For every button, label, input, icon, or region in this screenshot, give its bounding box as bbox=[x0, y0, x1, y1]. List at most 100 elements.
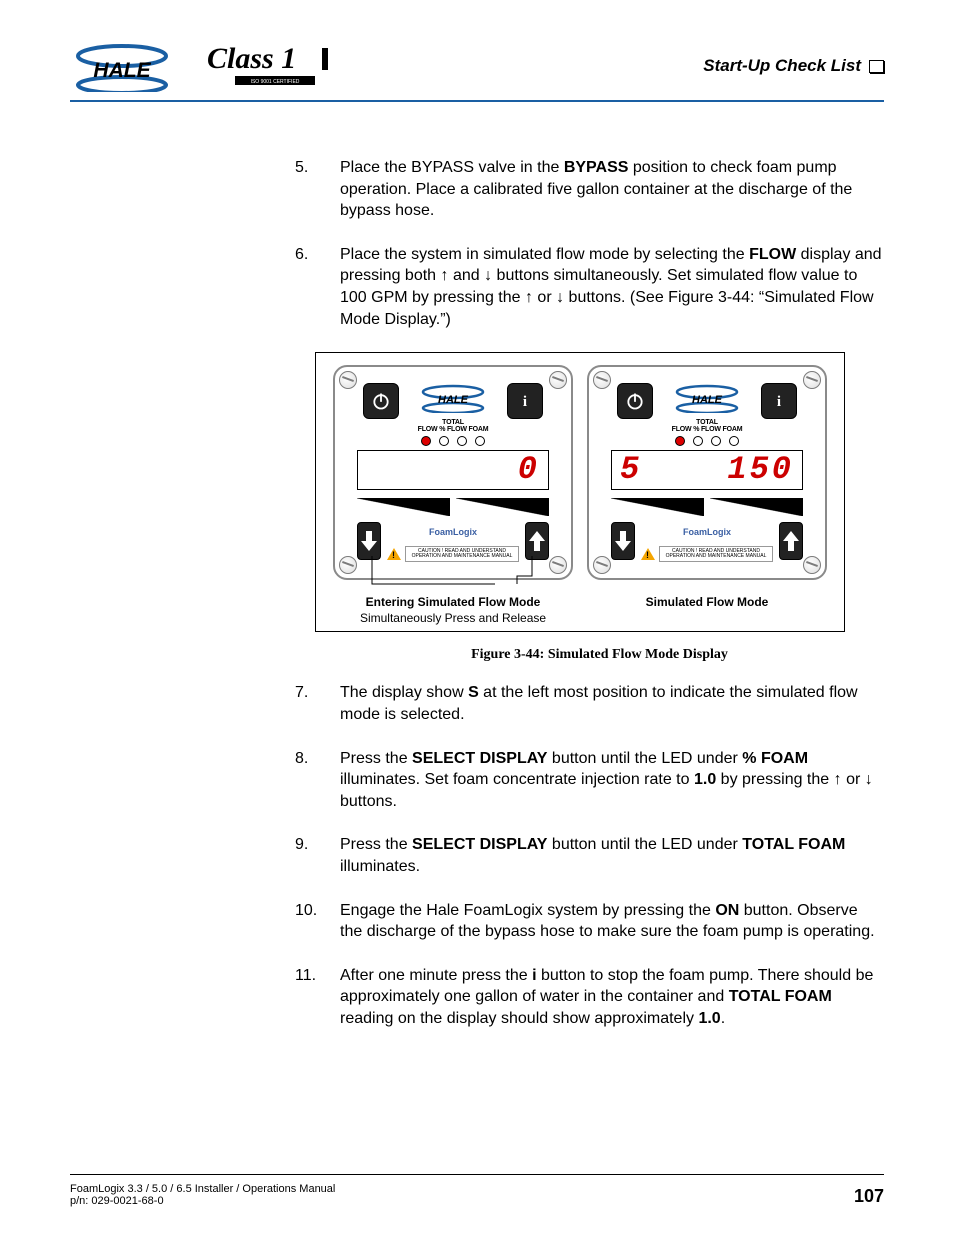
foamlogix-label: FoamLogix bbox=[641, 526, 773, 538]
svg-text:i: i bbox=[523, 394, 527, 410]
step-7: 7. The display show S at the left most p… bbox=[295, 682, 884, 725]
figure-3-44: HALE i TOTAL FLOW % FLOW FOAM bbox=[315, 352, 884, 664]
lcd-display: 5 150 bbox=[611, 450, 803, 490]
step-number: 10. bbox=[295, 900, 340, 943]
foamlogix-label: FoamLogix bbox=[387, 526, 519, 538]
led-flow bbox=[675, 436, 685, 446]
step-5: 5. Place the BYPASS valve in the BYPASS … bbox=[295, 157, 884, 222]
led-pct bbox=[693, 436, 703, 446]
screw-icon bbox=[339, 371, 357, 389]
panel-caption-2: Simulated Flow Mode bbox=[587, 594, 827, 610]
step-text: Press the SELECT DISPLAY button until th… bbox=[340, 834, 884, 877]
led-flow bbox=[421, 436, 431, 446]
lcd-s: 5 bbox=[620, 448, 642, 491]
class1-logo: Class 1 ISO 9001 CERTIFIED bbox=[205, 44, 335, 89]
bottom-row: FoamLogix CAUTION ! READ AND UNDERSTAND … bbox=[611, 522, 803, 563]
down-arrow-icon: ↓ bbox=[865, 771, 873, 788]
callout-lines bbox=[335, 548, 555, 604]
header-title-text: Start-Up Check List bbox=[703, 56, 861, 76]
power-button[interactable] bbox=[363, 383, 399, 419]
header-rule bbox=[70, 100, 884, 102]
step-text: Place the system in simulated flow mode … bbox=[340, 244, 884, 330]
step-9: 9. Press the SELECT DISPLAY button until… bbox=[295, 834, 884, 877]
mid-col: FoamLogix CAUTION ! READ AND UNDERSTAND … bbox=[635, 522, 779, 563]
led-total-flow bbox=[457, 436, 467, 446]
up-arrow-icon: ↑ bbox=[441, 267, 449, 284]
down-arrow-icon: ↓ bbox=[556, 289, 564, 306]
step-8: 8. Press the SELECT DISPLAY button until… bbox=[295, 748, 884, 813]
led-row bbox=[347, 436, 559, 446]
step-text: Press the SELECT DISPLAY button until th… bbox=[340, 748, 884, 813]
checkbox-icon bbox=[869, 60, 884, 73]
footer-line2: p/n: 029-0021-68-0 bbox=[70, 1195, 335, 1207]
svg-text:Class 1: Class 1 bbox=[207, 44, 296, 75]
step-number: 8. bbox=[295, 748, 340, 813]
svg-text:HALE: HALE bbox=[692, 394, 723, 406]
panel-top-row: HALE i bbox=[363, 383, 543, 420]
screw-icon bbox=[549, 371, 567, 389]
step-text: Place the BYPASS valve in the BYPASS pos… bbox=[340, 157, 884, 222]
screw-icon bbox=[593, 556, 611, 574]
up-button[interactable] bbox=[779, 522, 803, 560]
panel-left-wrap: HALE i TOTAL FLOW % FLOW FOAM bbox=[333, 365, 573, 626]
warning-row: CAUTION ! READ AND UNDERSTAND OPERATION … bbox=[641, 546, 773, 563]
page: HALE Class 1 ISO 9001 CERTIFIED Start-Up… bbox=[0, 0, 954, 1235]
footer-left: FoamLogix 3.3 / 5.0 / 6.5 Installer / Op… bbox=[70, 1183, 335, 1207]
up-arrow-icon: ↑ bbox=[525, 289, 533, 306]
warning-text: CAUTION ! READ AND UNDERSTAND OPERATION … bbox=[659, 546, 773, 563]
slope-graphic bbox=[357, 494, 549, 516]
header-title: Start-Up Check List bbox=[703, 56, 884, 76]
hale-mini-logo: HALE bbox=[667, 383, 747, 420]
led-foam bbox=[729, 436, 739, 446]
led-foam bbox=[475, 436, 485, 446]
step-number: 5. bbox=[295, 157, 340, 222]
svg-text:i: i bbox=[777, 394, 781, 410]
svg-text:HALE: HALE bbox=[93, 59, 151, 82]
content-body: 5. Place the BYPASS valve in the BYPASS … bbox=[295, 157, 884, 1030]
footer-line1: FoamLogix 3.3 / 5.0 / 6.5 Installer / Op… bbox=[70, 1183, 335, 1195]
mode-labels: FLOW % FLOW FOAM bbox=[347, 425, 559, 434]
info-button[interactable]: i bbox=[507, 383, 543, 419]
figure-box: HALE i TOTAL FLOW % FLOW FOAM bbox=[315, 352, 845, 631]
page-footer: FoamLogix 3.3 / 5.0 / 6.5 Installer / Op… bbox=[70, 1183, 884, 1207]
step-text: Engage the Hale FoamLogix system by pres… bbox=[340, 900, 884, 943]
page-header: HALE Class 1 ISO 9001 CERTIFIED Start-Up… bbox=[70, 40, 884, 98]
step-6: 6. Place the system in simulated flow mo… bbox=[295, 244, 884, 330]
slope-graphic bbox=[611, 494, 803, 516]
control-panel-left: HALE i TOTAL FLOW % FLOW FOAM bbox=[333, 365, 573, 580]
control-panel-right: HALE i TOTAL FLOW % FLOW FOAM 5150 bbox=[587, 365, 827, 580]
panel-right-wrap: HALE i TOTAL FLOW % FLOW FOAM 5150 bbox=[587, 365, 827, 626]
hale-mini-logo: HALE bbox=[413, 383, 493, 420]
screw-icon bbox=[803, 556, 821, 574]
lcd-display: 0 bbox=[357, 450, 549, 490]
step-10: 10. Engage the Hale FoamLogix system by … bbox=[295, 900, 884, 943]
screw-icon bbox=[593, 371, 611, 389]
svg-text:ISO 9001 CERTIFIED: ISO 9001 CERTIFIED bbox=[251, 79, 300, 85]
hale-logo: HALE bbox=[70, 40, 175, 92]
step-text: The display show S at the left most posi… bbox=[340, 682, 884, 725]
panel-caption-1b: Simultaneously Press and Release bbox=[333, 610, 573, 626]
step-number: 11. bbox=[295, 965, 340, 1030]
header-logos: HALE Class 1 ISO 9001 CERTIFIED bbox=[70, 40, 335, 92]
svg-text:HALE: HALE bbox=[438, 394, 469, 406]
down-button[interactable] bbox=[611, 522, 635, 560]
step-11: 11. After one minute press the i button … bbox=[295, 965, 884, 1030]
step-text: After one minute press the i button to s… bbox=[340, 965, 884, 1030]
warning-icon bbox=[641, 548, 655, 560]
led-row bbox=[601, 436, 813, 446]
lcd-val: 150 bbox=[727, 448, 794, 491]
step-number: 6. bbox=[295, 244, 340, 330]
down-arrow-icon: ↓ bbox=[484, 267, 492, 284]
led-pct bbox=[439, 436, 449, 446]
panel-top-row: HALE i bbox=[617, 383, 797, 420]
footer-rule bbox=[70, 1174, 884, 1175]
info-button[interactable]: i bbox=[761, 383, 797, 419]
step-number: 9. bbox=[295, 834, 340, 877]
step-number: 7. bbox=[295, 682, 340, 725]
figure-caption: Figure 3-44: Simulated Flow Mode Display bbox=[315, 646, 884, 665]
figure-panels: HALE i TOTAL FLOW % FLOW FOAM bbox=[328, 365, 832, 626]
page-number: 107 bbox=[854, 1186, 884, 1207]
power-button[interactable] bbox=[617, 383, 653, 419]
mode-labels: FLOW % FLOW FOAM bbox=[601, 425, 813, 434]
screw-icon bbox=[803, 371, 821, 389]
